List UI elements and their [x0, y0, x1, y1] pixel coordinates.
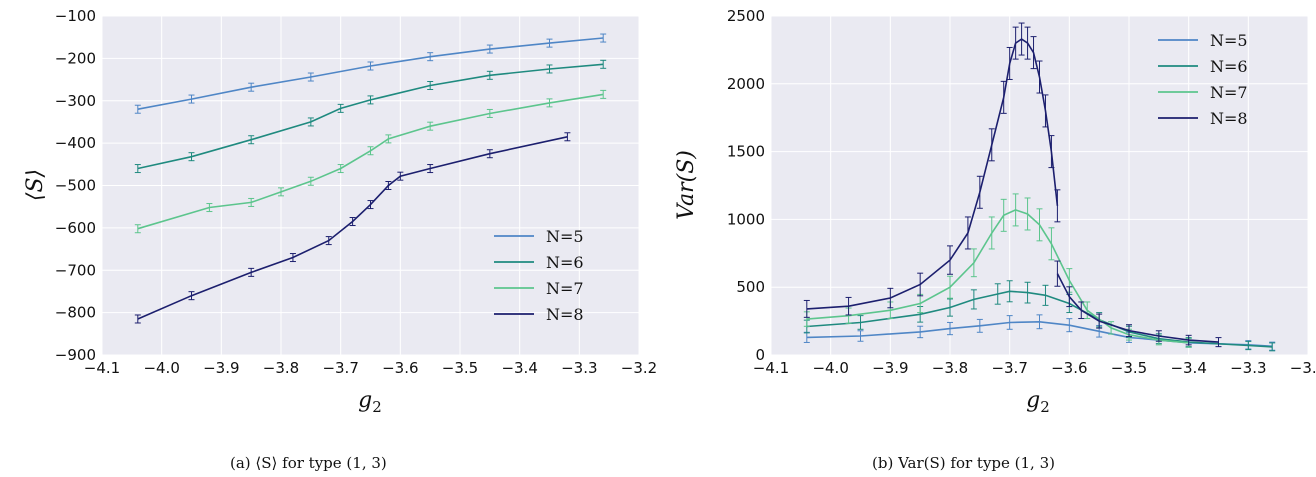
- legend-label: N=5: [546, 227, 584, 246]
- x-tick-label: −3.3: [561, 359, 597, 377]
- y-tick-label: −700: [55, 261, 96, 279]
- x-tick-label: −4.0: [812, 359, 848, 377]
- y-tick-label: 1500: [727, 143, 765, 161]
- x-tick-label: −3.9: [203, 359, 239, 377]
- x-axis-label-a: g2: [358, 388, 382, 416]
- y-tick-label: −600: [55, 219, 96, 237]
- series-line-n6: [806, 290, 1273, 348]
- series-line-n8: [806, 38, 1059, 310]
- x-tick-label: −3.2: [621, 359, 657, 377]
- y-axis-label-b: Var(S): [674, 150, 699, 220]
- x-tick-label: −3.4: [1170, 359, 1206, 377]
- y-tick-label: 2500: [727, 7, 765, 25]
- x-tick-label: −3.8: [263, 359, 299, 377]
- x-tick-label: −3.6: [382, 359, 418, 377]
- x-tick-label: −3.6: [1051, 359, 1087, 377]
- y-tick-label: 500: [736, 278, 765, 296]
- legend-label: N=8: [546, 305, 584, 324]
- series-line-n7: [806, 209, 1189, 344]
- y-tick-label: −800: [55, 304, 96, 322]
- series-line-n8: [137, 136, 568, 320]
- x-tick-label: −3.8: [932, 359, 968, 377]
- panel-a: −4.1 −4.0 −3.9 −3.8 −3.7 −3.6 −3.5 −3.4 −3.3 −3.2…: [23, 7, 657, 472]
- y-ticks-b: 0 500 1000 1500 2000 2500: [727, 7, 765, 364]
- x-tick-label: −4.0: [143, 359, 179, 377]
- y-ticks-a: −900 −800 −700 −600 −500 −400 −300 −200 −100: [55, 7, 96, 364]
- legend-label: N=6: [1210, 57, 1248, 76]
- caption-b: (b) Var(S) for type (1, 3): [872, 454, 1055, 472]
- x-tick-label: −3.5: [1111, 359, 1147, 377]
- legend-label: N=7: [546, 279, 584, 298]
- legend-label: N=6: [546, 253, 584, 272]
- legend-label: N=5: [1210, 31, 1248, 50]
- x-ticks-b: −4.1 −4.0 −3.9 −3.8 −3.7 −3.6 −3.5 −3.4 −3.3 −3.2: [753, 359, 1316, 377]
- x-tick-label: −3.9: [872, 359, 908, 377]
- series-line-n7: [137, 93, 604, 230]
- y-tick-label: −500: [55, 177, 96, 195]
- y-tick-label: 0: [755, 346, 765, 364]
- x-tick-label: −3.2: [1290, 359, 1316, 377]
- x-tick-label: −3.3: [1230, 359, 1266, 377]
- series-line-n8: [1056, 273, 1219, 343]
- y-tick-label: −300: [55, 92, 96, 110]
- x-tick-label: −4.1: [84, 359, 120, 377]
- x-tick-label: −3.7: [322, 359, 358, 377]
- legend-label: N=8: [1210, 109, 1248, 128]
- legend-a: N=5 N=6 N=7 N=8: [494, 227, 584, 324]
- series-group-b: [803, 22, 1276, 352]
- x-tick-label: −4.1: [753, 359, 789, 377]
- y-tick-label: −900: [55, 346, 96, 364]
- y-tick-label: 2000: [727, 75, 765, 93]
- x-axis-label-b: g2: [1026, 388, 1050, 416]
- y-tick-label: 1000: [727, 210, 765, 228]
- x-tick-label: −3.5: [442, 359, 478, 377]
- y-tick-label: −200: [55, 49, 96, 67]
- x-ticks-a: −4.1 −4.0 −3.9 −3.8 −3.7 −3.6 −3.5 −3.4 −3.3 −3.2: [84, 359, 657, 377]
- caption-a: (a) ⟨S⟩ for type (1, 3): [230, 454, 387, 472]
- y-tick-label: −400: [55, 134, 96, 152]
- panel-b: −4.1 −4.0 −3.9 −3.8 −3.7 −3.6 −3.5 −3.4 −3.3 −3.2…: [674, 7, 1316, 472]
- y-tick-label: −100: [55, 7, 96, 25]
- series-group-a: [134, 33, 607, 324]
- series-line-n6: [137, 63, 604, 170]
- y-axis-label-a: ⟨S⟩: [23, 169, 48, 201]
- legend-label: N=7: [1210, 83, 1248, 102]
- x-tick-label: −3.4: [501, 359, 537, 377]
- legend-b: N=5 N=6 N=7 N=8: [1158, 31, 1248, 128]
- x-tick-label: −3.7: [991, 359, 1027, 377]
